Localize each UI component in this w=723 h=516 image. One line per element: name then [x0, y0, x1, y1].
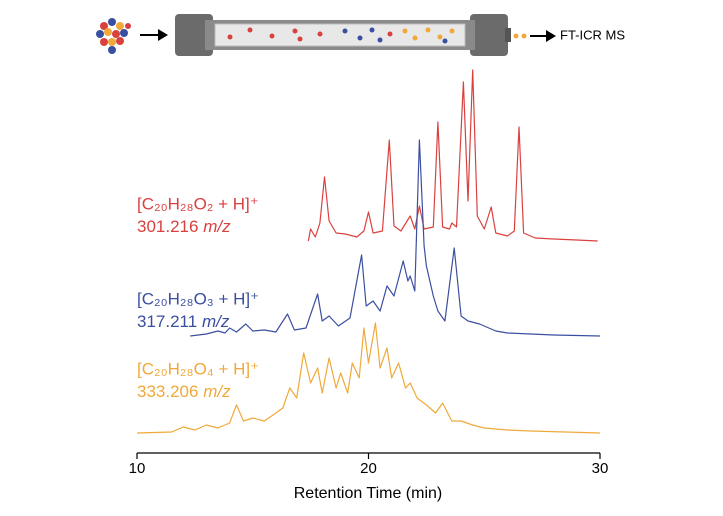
series-mass: 333.206: [137, 382, 198, 401]
series-mass-label: 317.211 m/z: [137, 312, 230, 331]
series-unit: m/z: [202, 312, 230, 331]
trace-line: [307, 69, 598, 242]
series-name: [C₂₀H₂₈O₂ + H]⁺: [137, 194, 259, 213]
series-unit: m/z: [203, 217, 231, 236]
column-diagram: [96, 14, 556, 56]
x-tick-label: 30: [592, 460, 609, 477]
series-mass-label: 333.206 m/z: [137, 382, 231, 401]
detector-label: FT-ICR MS: [560, 27, 625, 42]
trace-line: [136, 322, 601, 434]
series-mass: 317.211: [137, 312, 197, 331]
trace-line: [190, 139, 601, 337]
series-name: [C₂₀H₂₈O₄ + H]⁺: [137, 359, 259, 378]
x-tick-label: 20: [360, 460, 377, 477]
x-axis-label: Retention Time (min): [294, 485, 443, 502]
series-mass-label: 301.216 m/z: [137, 217, 231, 236]
series-name: [C₂₀H₂₈O₃ + H]⁺: [137, 289, 259, 308]
series-mass: 301.216: [137, 217, 198, 236]
series-unit: m/z: [203, 382, 231, 401]
x-tick-label: 10: [129, 460, 146, 477]
